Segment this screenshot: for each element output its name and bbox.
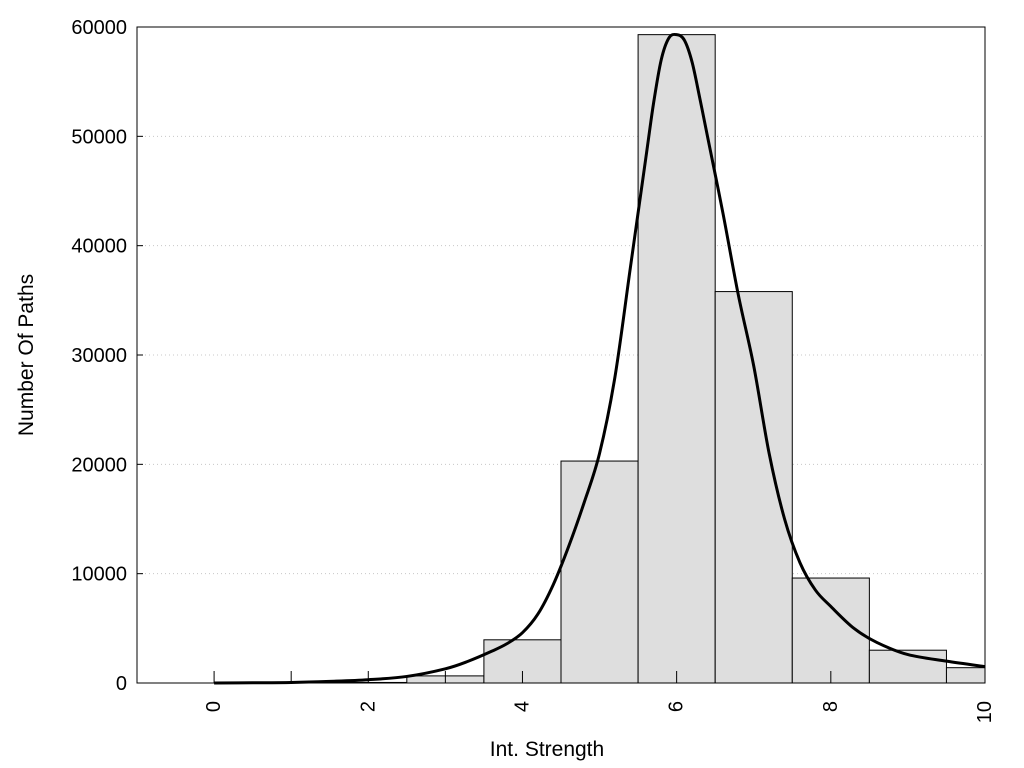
y-tick-label: 10000 — [71, 564, 127, 586]
x-tick-label: 8 — [820, 701, 842, 712]
y-axis-title: Number Of Paths — [15, 274, 38, 436]
x-tick-label: 0 — [203, 701, 225, 712]
x-tick-label: 6 — [666, 701, 688, 712]
histogram-bars — [329, 34, 986, 684]
y-tick-label: 30000 — [71, 345, 127, 367]
y-tick-label: 0 — [116, 673, 127, 695]
histogram-bar — [560, 460, 639, 684]
histogram-bar — [945, 667, 986, 684]
x-tick-label: 2 — [357, 701, 379, 712]
density-curve — [214, 32, 986, 685]
x-tick-label: 4 — [511, 701, 533, 712]
y-tick-label: 20000 — [71, 454, 127, 476]
x-axis-title: Int. Strength — [490, 738, 604, 761]
y-tick-label: 40000 — [71, 236, 127, 258]
axis-ticks: 0 10000 20000 30000 40000 50000 60000 0 2 4 6 8 10 — [71, 17, 996, 723]
y-tick-label: 60000 — [71, 17, 127, 39]
histogram-bar — [868, 649, 947, 684]
x-tick-label: 10 — [974, 701, 996, 723]
histogram-bar — [714, 291, 793, 684]
density-curve-line — [214, 32, 986, 685]
y-tick-label: 50000 — [71, 126, 127, 148]
